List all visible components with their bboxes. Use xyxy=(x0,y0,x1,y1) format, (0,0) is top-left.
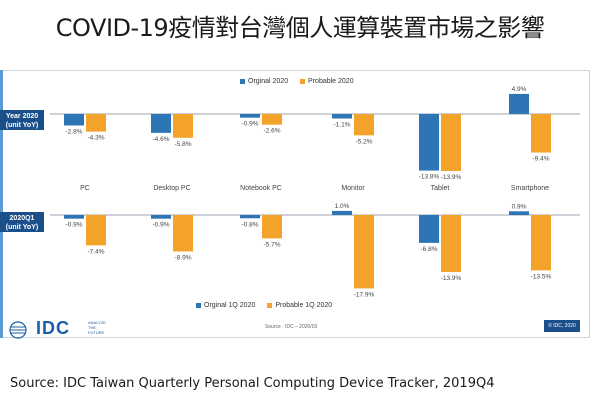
data-label-bottom-original-5: 0.9% xyxy=(512,203,527,210)
category-label-1: Desktop PC xyxy=(153,185,190,192)
data-label-top-probable-3: -5.2% xyxy=(356,138,373,145)
idc-tagline-2: THE xyxy=(88,325,96,330)
category-label-3: Monitor xyxy=(341,185,365,192)
bar-bottom-original-1 xyxy=(151,215,171,219)
row-label-2020q1-line1: 2020Q1 xyxy=(9,215,35,222)
data-label-bottom-probable-1: -8.9% xyxy=(175,254,192,261)
data-label-top-original-5: 4.9% xyxy=(512,86,527,93)
legend-item-probable-q1: Probable 1Q 2020 xyxy=(267,302,332,309)
data-label-bottom-original-0: -0.9% xyxy=(66,222,83,229)
bar-top-original-0 xyxy=(64,114,84,126)
category-label-2: Notebook PC xyxy=(240,185,282,192)
row-label-year-2020-line1: Year 2020 xyxy=(5,113,39,120)
bar-top-probable-2 xyxy=(262,114,282,125)
data-label-bottom-probable-3: -17.9% xyxy=(354,291,375,298)
bar-top-original-4 xyxy=(419,114,439,171)
legend-label-original-q1: Orginal 1Q 2020 xyxy=(204,302,256,309)
idc-tagline-3: FUTURE xyxy=(88,330,105,335)
legend-swatch-probable xyxy=(300,78,306,84)
page-title: COVID-19疫情對台灣個人運算裝置市場之影響 xyxy=(55,14,545,42)
data-label-bottom-probable-0: -7.4% xyxy=(88,248,105,255)
bar-top-probable-4 xyxy=(441,114,461,171)
category-label-5: Smartphone xyxy=(511,185,549,192)
data-label-bottom-original-3: 1.0% xyxy=(335,203,350,210)
legend-swatch-original xyxy=(240,78,245,84)
data-label-top-probable-1: -5.8% xyxy=(175,141,192,148)
data-label-bottom-original-4: -6.8% xyxy=(421,246,438,253)
data-label-top-original-2: -0.9% xyxy=(242,121,259,128)
bar-bottom-original-2 xyxy=(240,215,260,219)
bar-top-original-1 xyxy=(151,114,171,133)
bar-top-probable-1 xyxy=(173,114,193,138)
row-label-year-2020: Year 2020 (unit YoY) xyxy=(0,110,44,130)
data-label-bottom-probable-5: -13.5% xyxy=(531,273,552,280)
data-label-top-original-4: -13.8% xyxy=(419,174,440,181)
data-label-top-original-3: -1.1% xyxy=(334,122,351,129)
data-label-top-probable-4: -13.9% xyxy=(441,174,462,181)
panel-accent-line xyxy=(0,70,3,338)
bar-bottom-original-4 xyxy=(419,215,439,243)
bar-bottom-probable-3 xyxy=(354,215,374,289)
category-label-4: Tablet xyxy=(431,185,450,192)
idc-logo: IDC xyxy=(8,318,70,339)
legend-item-original-q1: Orginal 1Q 2020 xyxy=(196,302,255,309)
data-label-top-original-1: -4.6% xyxy=(153,136,170,143)
data-label-bottom-original-2: -0.8% xyxy=(242,221,259,228)
idc-tagline-1: ANALYZE xyxy=(88,320,106,325)
legend-top: Orginal 2020 Probable 2020 xyxy=(240,78,364,85)
bar-bottom-original-0 xyxy=(64,215,84,219)
bar-bottom-original-3 xyxy=(332,210,352,215)
legend-item-probable: Probable 2020 xyxy=(300,78,354,85)
data-label-bottom-original-1: -0.9% xyxy=(153,222,170,229)
idc-globe-icon xyxy=(9,320,27,339)
bar-bottom-probable-1 xyxy=(173,215,193,252)
category-label-0: PC xyxy=(80,185,90,192)
bar-bottom-probable-2 xyxy=(262,215,282,239)
data-label-bottom-probable-4: -13.9% xyxy=(441,275,462,282)
legend-label-original: Orginal 2020 xyxy=(248,78,289,85)
data-label-top-probable-5: -9.4% xyxy=(533,156,550,163)
data-label-top-probable-2: -2.6% xyxy=(264,128,281,135)
row-label-2020q1-line2: (unit YoY) xyxy=(5,224,39,231)
bar-top-original-3 xyxy=(332,114,352,119)
row-label-year-2020-line2: (unit YoY) xyxy=(5,122,39,129)
bar-top-probable-3 xyxy=(354,114,374,136)
bar-top-probable-5 xyxy=(531,114,551,153)
legend-item-original: Orginal 2020 xyxy=(240,78,288,85)
source-caption: Source: IDC Taiwan Quarterly Personal Co… xyxy=(10,376,495,391)
row-label-2020q1: 2020Q1 (unit YoY) xyxy=(0,212,44,232)
bar-top-original-5 xyxy=(509,93,529,114)
copyright-badge: © IDC, 2020 xyxy=(544,320,580,332)
bar-bottom-probable-5 xyxy=(531,215,551,271)
bar-top-original-2 xyxy=(240,114,260,118)
idc-logo-text: IDC xyxy=(36,318,70,338)
bar-bottom-probable-4 xyxy=(441,215,461,272)
idc-tagline: ANALYZE THE FUTURE xyxy=(88,320,106,335)
legend-bottom: Orginal 1Q 2020 Probable 1Q 2020 xyxy=(196,302,342,309)
bar-bottom-original-5 xyxy=(509,211,529,215)
legend-label-probable-q1: Probable 1Q 2020 xyxy=(275,302,333,309)
data-label-bottom-probable-2: -5.7% xyxy=(264,241,281,248)
bar-top-probable-0 xyxy=(86,114,106,132)
data-label-top-probable-0: -4.3% xyxy=(88,135,105,142)
legend-swatch-probable-q1 xyxy=(267,302,273,308)
data-label-top-original-0: -2.8% xyxy=(66,128,83,135)
chart-source-note: Source : IDC – 2020/03 xyxy=(265,324,318,330)
legend-swatch-original-q1 xyxy=(196,302,201,308)
bar-bottom-probable-0 xyxy=(86,215,106,246)
legend-label-probable: Probable 2020 xyxy=(308,78,354,85)
